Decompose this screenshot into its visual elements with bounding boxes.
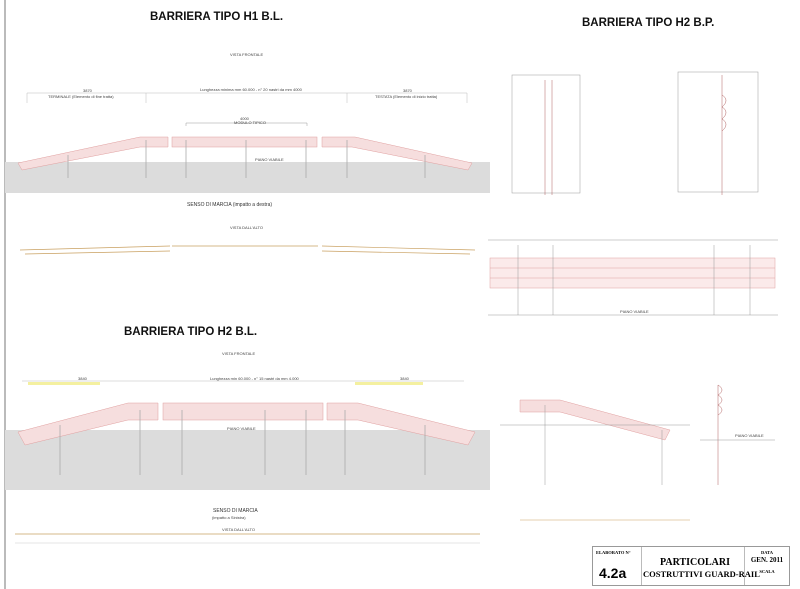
dim-right: 3840 (400, 376, 410, 381)
dim-center: Lunghezza minima mm 60.000 - n° 20 nastr… (200, 87, 303, 92)
ground-label: PIANO VIABILE (255, 157, 284, 162)
label-testata: TESTATA (Elemento di inizio tratta) (375, 94, 438, 99)
title-line2: COSTRUTTIVI GUARD-RAIL (643, 569, 760, 579)
h2-front-view: VISTA FRONTALE 3840 Lunghezza min 60.000… (5, 351, 490, 544)
h2bp-ground-label: PIANO VIABILE (620, 309, 649, 314)
rail-module (171, 136, 318, 148)
title-h2-bl: BARRIERA TIPO H2 B.L. (124, 326, 258, 338)
h2-bp-drawings (488, 71, 778, 316)
ground (5, 430, 490, 490)
direction-sub: (impatto a Sinistra) (212, 515, 246, 520)
data-value: GEN. 2011 (750, 556, 784, 564)
title-line1: PARTICOLARI (659, 557, 731, 568)
sheet-border (4, 0, 6, 589)
direction-label: SENSO DI MARCIA (213, 508, 258, 514)
view-top-label: VISTA DALL'ALTO (230, 225, 263, 230)
dim-right: 3870 (403, 88, 413, 93)
view-label: VISTA FRONTALE (230, 52, 264, 57)
rail-terminal (17, 136, 169, 171)
direction-label: SENSO DI MARCIA (impatto a destra) (187, 202, 272, 208)
detail-drawings (500, 384, 775, 521)
view-top-label: VISTA DALL'ALTO (222, 527, 255, 532)
elaborato-label: ELABORATO N° (596, 550, 631, 555)
title-h2-bp: BARRIERA TIPO H2 B.P. (582, 17, 715, 29)
dim-left: 3840 (78, 376, 88, 381)
data-label: DATA (760, 550, 774, 555)
title-h1-bl: BARRIERA TIPO H1 B.L. (150, 11, 284, 23)
ground (5, 162, 490, 193)
h1-top-view (19, 245, 476, 255)
dim-center: Lunghezza min 60.000 - n° 15 nastri da m… (210, 376, 300, 381)
dim-left: 3870 (83, 88, 93, 93)
ground-label: PIANO VIABILE (227, 426, 256, 431)
h1-front-view: VISTA FRONTALE 3870 TERMINALE (Elemento … (5, 52, 490, 255)
detail-ground-label: PIANO VIABILE (735, 433, 764, 438)
scala-label: SCALA (759, 569, 775, 574)
view-label: VISTA FRONTALE (222, 351, 256, 356)
module-label: MODULO TIPICO (234, 120, 266, 125)
module-dim: 4000 (240, 116, 250, 121)
label-terminale: TERMINALE (Elemento di fine tratta) (48, 94, 114, 99)
rail-head (321, 136, 473, 171)
elaborato-number: 4.2a (599, 565, 627, 581)
title-block: ELABORATO N° 4.2a PARTICOLARI COSTRUTTIV… (592, 546, 790, 586)
